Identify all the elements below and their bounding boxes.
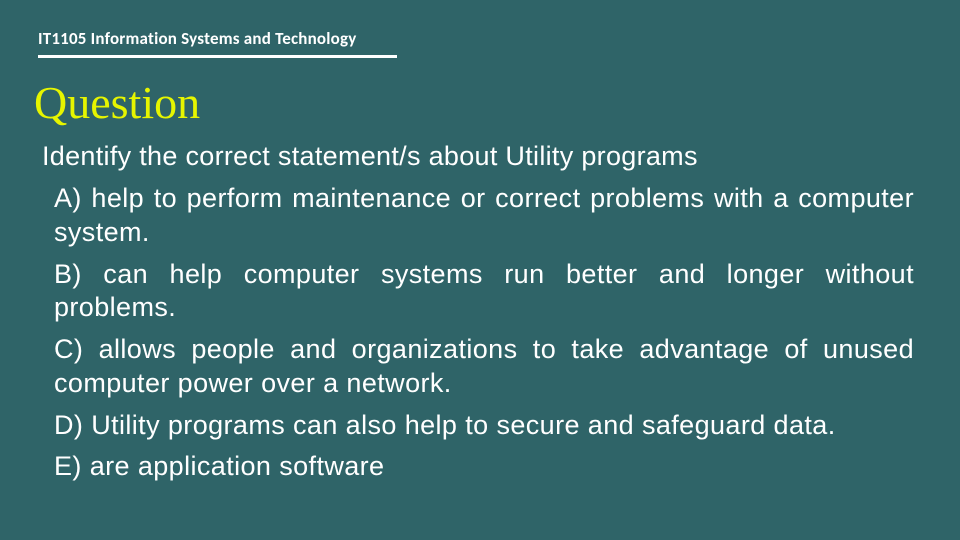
option-b: B) can help computer systems run better …: [54, 258, 914, 326]
question-heading: Question: [34, 76, 926, 129]
option-e: E) are application software: [54, 450, 914, 484]
course-header: IT1105 Information Systems and Technolog…: [38, 28, 397, 58]
question-prompt: Identify the correct statement/s about U…: [42, 141, 926, 172]
option-a: A) help to perform maintenance or correc…: [54, 182, 914, 250]
option-d: D) Utility programs can also help to sec…: [54, 409, 914, 443]
option-c: C) allows people and organizations to ta…: [54, 333, 914, 401]
